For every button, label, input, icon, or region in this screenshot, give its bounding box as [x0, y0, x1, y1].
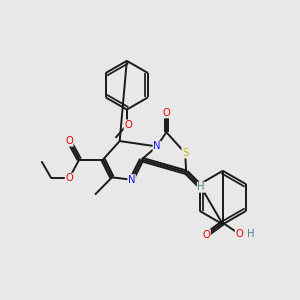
Text: O: O [202, 230, 210, 240]
Text: H: H [197, 182, 205, 192]
Text: O: O [124, 120, 132, 130]
Text: O: O [65, 173, 73, 183]
Text: O: O [235, 229, 243, 239]
Text: S: S [182, 148, 188, 158]
Text: O: O [163, 108, 170, 118]
Text: O: O [65, 136, 73, 146]
Text: N: N [128, 175, 135, 185]
Text: N: N [153, 141, 160, 152]
Text: H: H [247, 229, 255, 239]
